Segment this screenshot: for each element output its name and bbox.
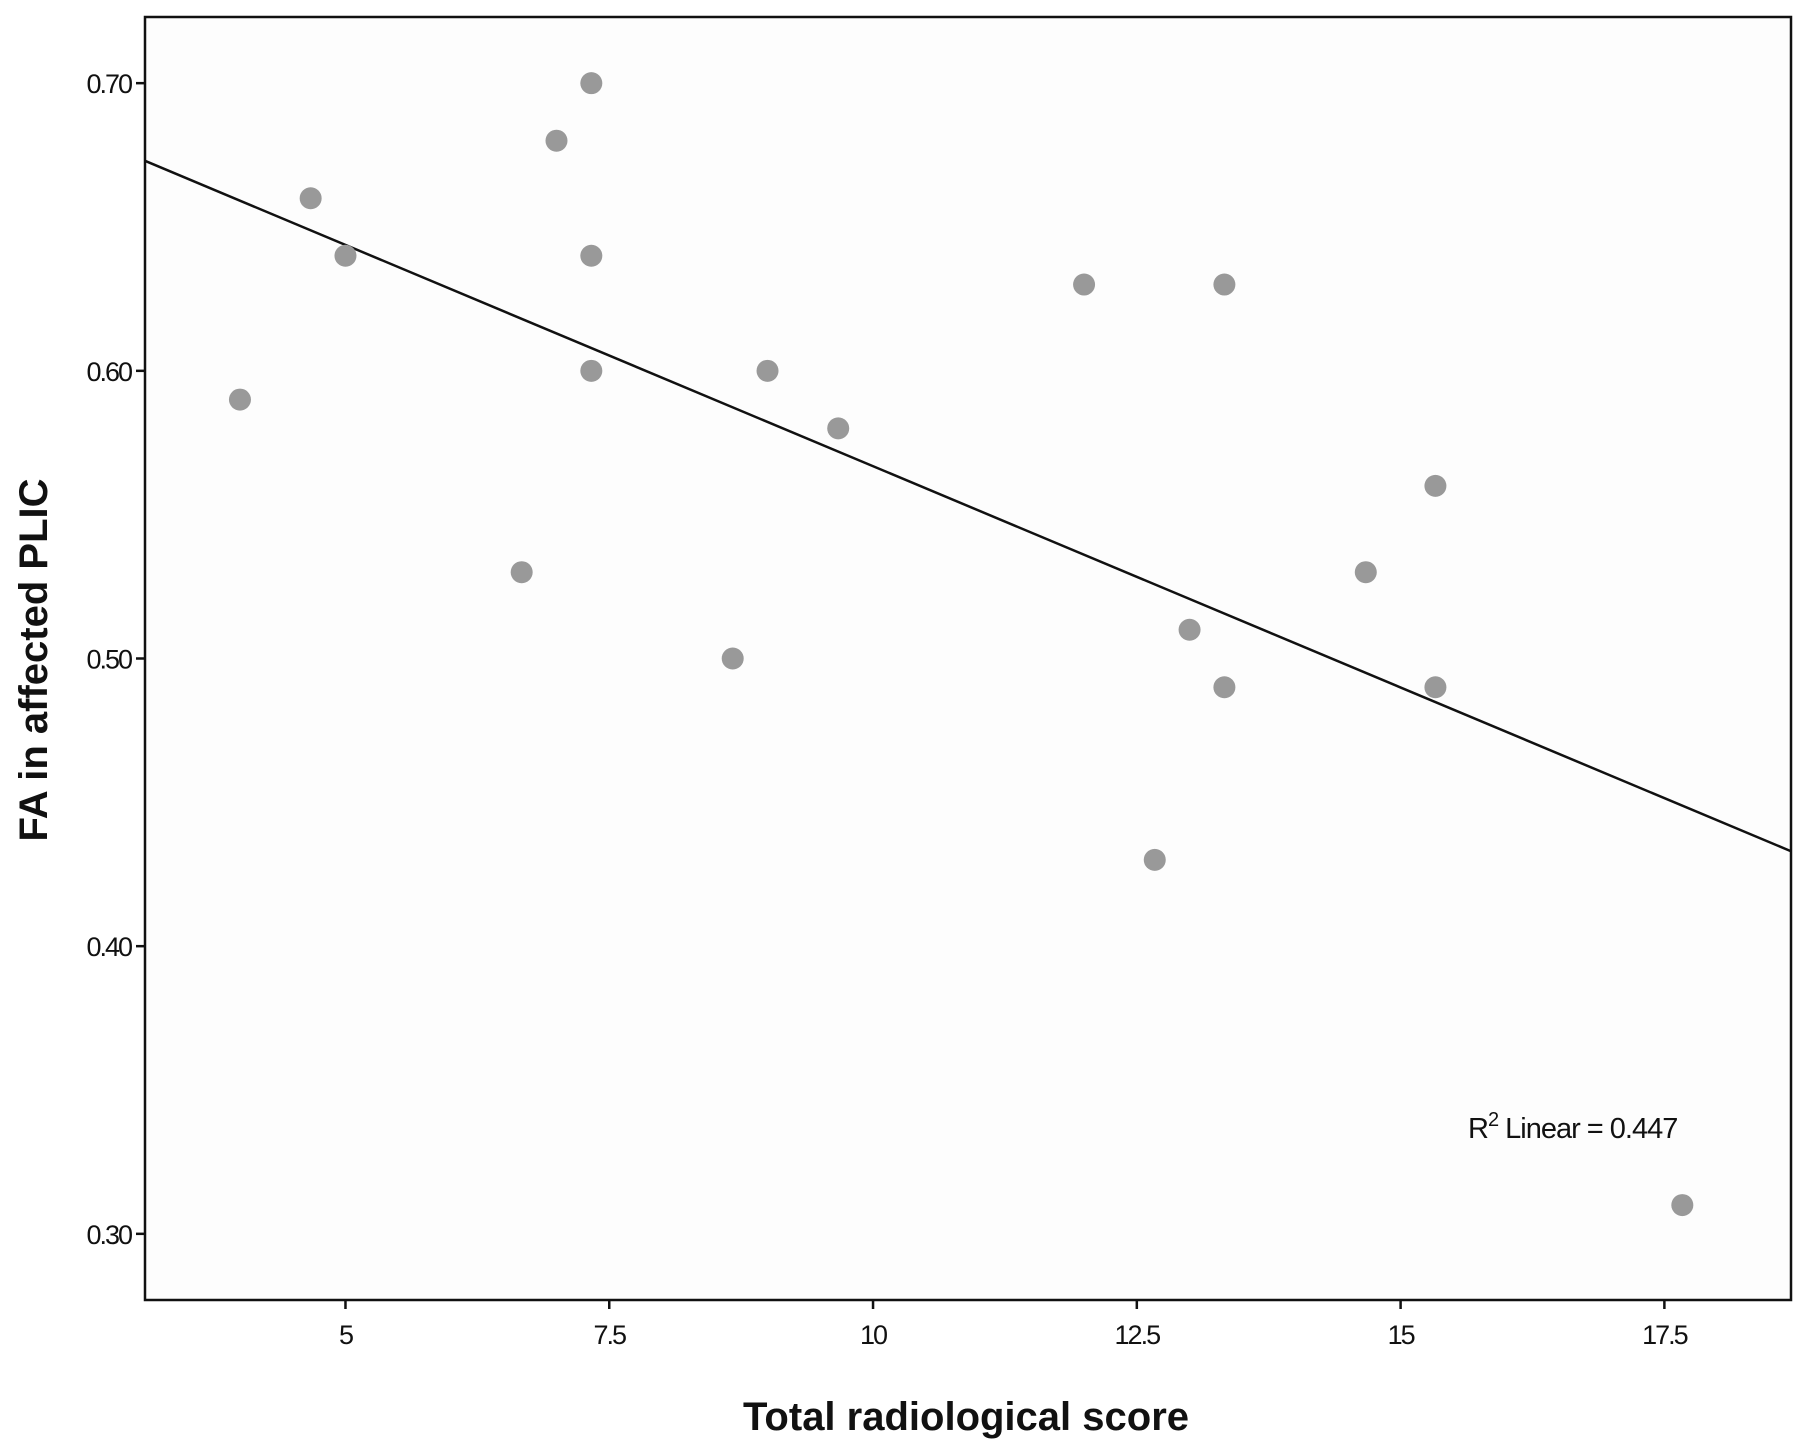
x-tick-label: 7.5 bbox=[593, 1320, 626, 1350]
data-point bbox=[1213, 676, 1236, 699]
x-tick-label: 10 bbox=[860, 1320, 887, 1350]
data-point bbox=[580, 359, 603, 382]
data-point bbox=[1671, 1194, 1694, 1217]
data-point bbox=[580, 72, 603, 95]
y-tick-label: 0.30 bbox=[86, 1220, 132, 1250]
data-point bbox=[580, 244, 603, 267]
data-point bbox=[827, 417, 850, 440]
data-point bbox=[545, 129, 568, 152]
data-point bbox=[1143, 848, 1166, 871]
data-point bbox=[510, 561, 533, 584]
y-axis-ticks: 0.30 0.40 0.50 0.60 0.70 bbox=[86, 69, 145, 1250]
y-tick-label: 0.50 bbox=[86, 645, 132, 675]
x-tick-label: 17.5 bbox=[1642, 1320, 1688, 1350]
data-point bbox=[228, 388, 251, 411]
data-points bbox=[228, 72, 1694, 1217]
data-point bbox=[756, 359, 779, 382]
data-point bbox=[334, 244, 357, 267]
x-axis-ticks: 5 7.5 10 12.5 15 17.5 bbox=[339, 1300, 1690, 1350]
x-axis-title: Total radiological score bbox=[743, 1395, 1189, 1439]
data-point bbox=[299, 187, 322, 210]
data-point bbox=[1424, 474, 1447, 497]
r-squared-annotation: R2 Linear = 0.447 bbox=[1468, 1109, 1677, 1145]
y-tick-label: 0.40 bbox=[86, 932, 132, 962]
x-tick-label: 15 bbox=[1388, 1320, 1415, 1350]
x-tick-label: 12.5 bbox=[1115, 1320, 1161, 1350]
r-squared-prefix: R bbox=[1468, 1113, 1488, 1145]
y-tick-label: 0.70 bbox=[86, 69, 132, 99]
y-axis-title: FA in affected PLIC bbox=[12, 478, 56, 841]
y-tick-label: 0.60 bbox=[86, 357, 132, 387]
data-point bbox=[1354, 561, 1377, 584]
x-tick-label: 5 bbox=[339, 1320, 353, 1350]
r-squared-text: Linear = 0.447 bbox=[1498, 1113, 1677, 1145]
data-point bbox=[1073, 273, 1096, 296]
r-squared-superscript: 2 bbox=[1488, 1109, 1499, 1131]
linear-fit-line bbox=[144, 159, 1792, 853]
data-point bbox=[1178, 618, 1201, 641]
plot-area bbox=[143, 15, 1793, 1302]
data-point bbox=[1424, 676, 1447, 699]
data-point bbox=[721, 647, 744, 670]
data-point bbox=[1213, 273, 1236, 296]
